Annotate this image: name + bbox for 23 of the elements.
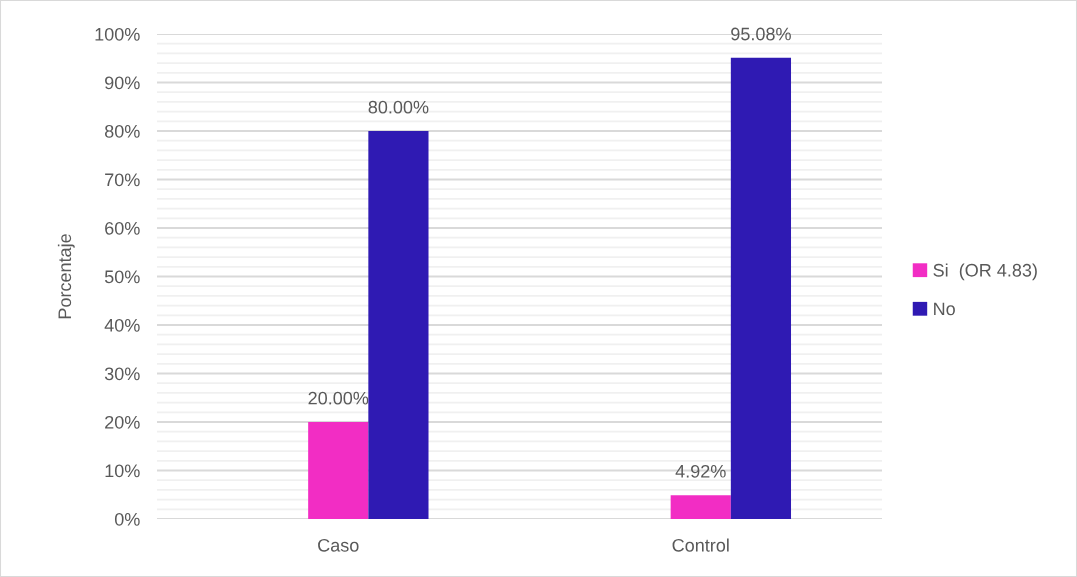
bar: [670, 495, 731, 519]
data-label: 4.92%: [675, 464, 726, 478]
y-tick-label: 30%: [104, 367, 140, 381]
legend-label: Si (OR 4.83): [933, 263, 1037, 281]
data-label: 95.08%: [731, 27, 791, 41]
y-tick-label: 50%: [104, 270, 140, 284]
y-tick-label: 90%: [105, 76, 140, 90]
x-tick-label: Control: [672, 538, 729, 552]
y-tick-label: 10%: [105, 464, 140, 478]
y-tick-label: 70%: [105, 173, 140, 187]
legend-label: No: [934, 302, 955, 316]
y-tick-label: 0%: [114, 512, 140, 526]
bar: [368, 131, 429, 519]
y-tick-label: 40%: [104, 318, 140, 332]
y-tick-label: 100%: [95, 27, 140, 41]
data-label: 80.00%: [368, 100, 429, 114]
x-tick-label: Caso: [318, 538, 359, 552]
y-tick-label: 20%: [105, 415, 140, 429]
y-tick-label: 60%: [105, 221, 140, 235]
y-tick-label: 80%: [104, 124, 140, 138]
bar: [308, 422, 369, 519]
bar: [730, 57, 792, 519]
y-axis-title: Porcentaje: [57, 234, 75, 319]
